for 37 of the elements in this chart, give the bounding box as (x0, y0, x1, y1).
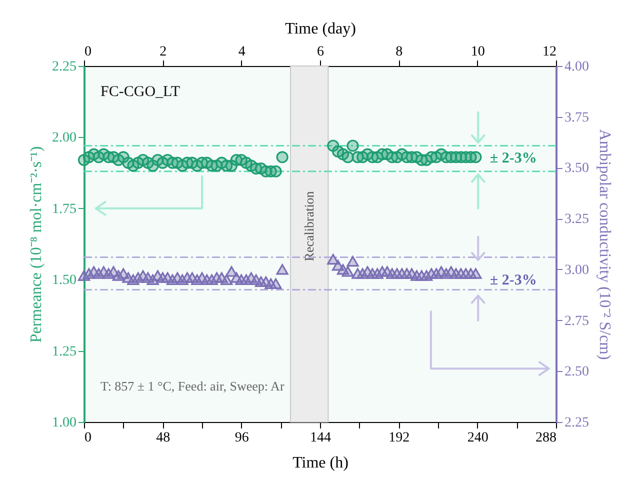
y-tick-label: 2.25 (52, 60, 76, 74)
y2-tick-label: 3.00 (564, 262, 589, 278)
y-tick-label: 1.50 (52, 273, 76, 288)
x-tick-label: 240 (467, 430, 488, 446)
y-tick-label: 1.00 (52, 416, 76, 430)
y2-tick-label: 3.50 (564, 161, 589, 176)
y-tick-label: 2.00 (52, 130, 76, 146)
y-tick-label: 1.25 (52, 344, 76, 360)
x2-tick-label: 12 (542, 44, 556, 60)
y2-axis-title: Ambipolar conductivity (10⁻² S/cm) (596, 129, 613, 360)
x-tick-label: 288 (536, 430, 556, 446)
x2-tick-label: 0 (84, 44, 92, 60)
y2-tick-label: 4.00 (564, 60, 589, 74)
y-tick-label: 1.75 (52, 202, 76, 217)
y2-tick-label: 2.25 (564, 416, 589, 430)
annotation: ± 2-3% (490, 150, 537, 166)
x2-tick-label: 4 (238, 44, 246, 60)
y2-tick-label: 2.75 (564, 314, 589, 329)
x2-tick-label: 2 (160, 44, 167, 60)
x-axis-title: Time (h) (292, 454, 348, 472)
x-tick-label: 96 (234, 430, 249, 446)
y2-tick-label: 2.50 (564, 364, 589, 380)
y-axis-title: Permeance (10⁻⁸ mol·cm⁻²·s⁻¹) (28, 146, 45, 343)
y2-tick-label: 3.75 (564, 110, 589, 126)
x2-axis-title: Time (day) (285, 20, 356, 38)
x-tick-label: 48 (156, 430, 170, 446)
x2-tick-label: 8 (396, 44, 403, 60)
band-label: Recalibration (301, 190, 316, 262)
x2-tick-label: 10 (470, 44, 485, 60)
annotation: FC-CGO_LT (100, 84, 180, 100)
annotation: ± 2-3% (490, 272, 537, 289)
annotation: T: 857 ± 1 °C, Feed: air, Sweep: Ar (100, 378, 285, 394)
x-tick-label: 144 (310, 430, 331, 446)
x-tick-label: 0 (84, 430, 92, 446)
x-tick-label: 192 (388, 430, 410, 446)
y2-tick-label: 3.25 (564, 212, 589, 228)
x2-tick-label: 6 (317, 44, 324, 60)
